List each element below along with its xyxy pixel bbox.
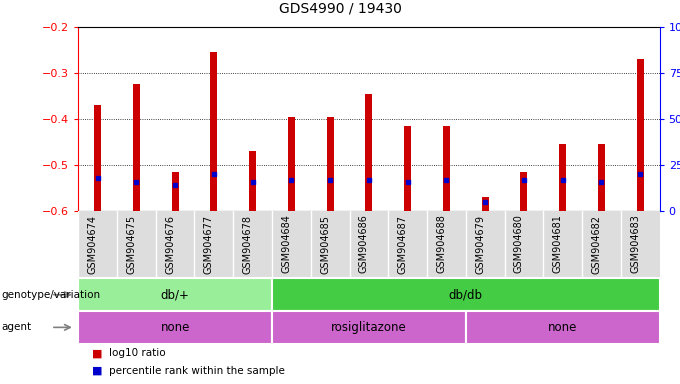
Text: db/+: db/+ bbox=[160, 288, 190, 301]
Text: GSM904681: GSM904681 bbox=[553, 215, 563, 273]
Bar bbox=[559, 144, 566, 211]
Bar bbox=[78, 311, 272, 344]
Bar bbox=[272, 278, 660, 311]
Bar bbox=[520, 172, 528, 211]
Bar bbox=[404, 126, 411, 211]
Text: GSM904683: GSM904683 bbox=[630, 215, 641, 273]
Bar bbox=[326, 117, 334, 211]
Bar bbox=[249, 151, 256, 211]
Text: GSM904676: GSM904676 bbox=[165, 215, 175, 273]
Text: GSM904674: GSM904674 bbox=[88, 215, 98, 273]
Text: none: none bbox=[548, 321, 577, 334]
Bar bbox=[133, 84, 140, 211]
Text: GSM904680: GSM904680 bbox=[514, 215, 524, 273]
Bar bbox=[272, 311, 466, 344]
Text: GSM904679: GSM904679 bbox=[475, 215, 485, 273]
Text: GDS4990 / 19430: GDS4990 / 19430 bbox=[279, 2, 401, 16]
Bar bbox=[210, 52, 218, 211]
Bar bbox=[481, 197, 489, 211]
Text: rosiglitazone: rosiglitazone bbox=[331, 321, 407, 334]
Text: ■: ■ bbox=[92, 348, 102, 358]
Bar bbox=[171, 172, 179, 211]
Bar bbox=[365, 94, 373, 211]
Bar bbox=[598, 144, 605, 211]
Text: genotype/variation: genotype/variation bbox=[1, 290, 101, 300]
Text: none: none bbox=[160, 321, 190, 334]
Text: GSM904677: GSM904677 bbox=[204, 215, 214, 274]
Text: GSM904684: GSM904684 bbox=[282, 215, 291, 273]
Text: ■: ■ bbox=[92, 366, 102, 376]
Text: GSM904678: GSM904678 bbox=[243, 215, 253, 273]
Text: db/db: db/db bbox=[449, 288, 483, 301]
Text: GSM904685: GSM904685 bbox=[320, 215, 330, 273]
Text: GSM904675: GSM904675 bbox=[126, 215, 136, 274]
Text: GSM904686: GSM904686 bbox=[359, 215, 369, 273]
Text: agent: agent bbox=[1, 322, 31, 333]
Bar bbox=[466, 311, 660, 344]
Text: GSM904682: GSM904682 bbox=[592, 215, 602, 273]
Bar bbox=[636, 59, 644, 211]
Text: GSM904688: GSM904688 bbox=[437, 215, 446, 273]
Bar bbox=[94, 105, 101, 211]
Bar bbox=[78, 278, 272, 311]
Bar bbox=[443, 126, 450, 211]
Bar bbox=[288, 117, 295, 211]
Text: GSM904687: GSM904687 bbox=[398, 215, 407, 273]
Text: log10 ratio: log10 ratio bbox=[109, 348, 165, 358]
Text: percentile rank within the sample: percentile rank within the sample bbox=[109, 366, 285, 376]
